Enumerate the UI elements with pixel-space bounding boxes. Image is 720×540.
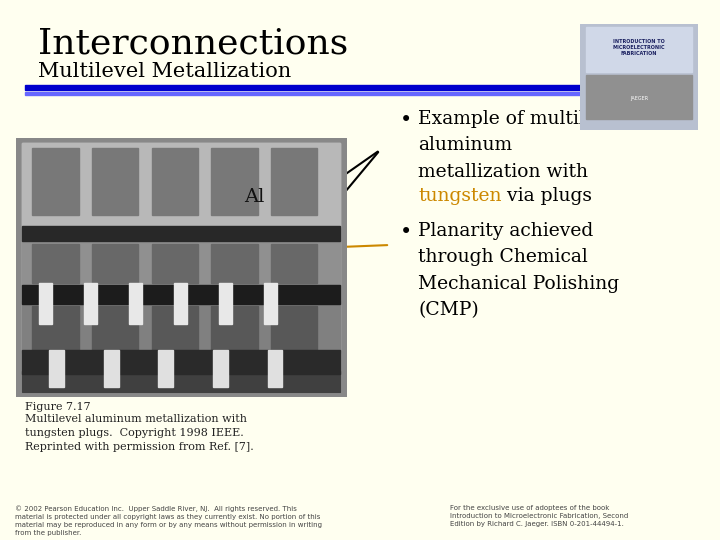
Bar [271, 306, 318, 350]
Bar [211, 306, 258, 350]
Bar [22, 350, 341, 374]
Bar [152, 244, 198, 283]
Text: •: • [400, 110, 413, 130]
Bar [585, 75, 693, 119]
Bar [32, 244, 78, 283]
Bar [174, 283, 187, 325]
Bar [219, 283, 233, 325]
Bar [152, 306, 198, 350]
Bar [211, 244, 258, 283]
Bar [129, 283, 143, 325]
Bar [84, 283, 97, 325]
Bar [271, 244, 318, 283]
Bar [268, 350, 282, 387]
Bar [264, 283, 277, 325]
Text: Multilevel Metallization: Multilevel Metallization [38, 62, 292, 81]
Text: Al: Al [244, 188, 264, 206]
Text: Planarity achieved
through Chemical
Mechanical Polishing
(CMP): Planarity achieved through Chemical Mech… [418, 222, 619, 319]
Bar [213, 350, 228, 387]
Bar [211, 148, 258, 215]
Bar [22, 371, 341, 392]
Text: © 2002 Pearson Education Inc.  Upper Saddle River, NJ.  All rights reserved. Thi: © 2002 Pearson Education Inc. Upper Sadd… [15, 505, 322, 536]
Bar [22, 286, 341, 303]
Text: tungsten: tungsten [418, 187, 502, 205]
Text: Example of multilevel
aluminum
metallization with: Example of multilevel aluminum metalliza… [418, 110, 624, 181]
Bar [39, 283, 53, 325]
Bar [92, 244, 138, 283]
Bar [585, 28, 693, 72]
Text: JAEGER: JAEGER [630, 96, 648, 100]
Bar [25, 85, 693, 90]
Text: Interconnections: Interconnections [38, 27, 348, 61]
Bar [22, 241, 341, 286]
Bar [158, 350, 174, 387]
Bar [271, 148, 318, 215]
Bar [92, 148, 138, 215]
Bar [49, 350, 64, 387]
Text: For the exclusive use of adoptees of the book
Introduction to Microelectronic Fa: For the exclusive use of adoptees of the… [450, 505, 629, 527]
Text: via plugs: via plugs [501, 187, 592, 205]
Bar [104, 350, 119, 387]
Bar [152, 148, 198, 215]
Text: Multilevel aluminum metallization with
tungsten plugs.  Copyright 1998 IEEE.
Rep: Multilevel aluminum metallization with t… [25, 414, 253, 452]
Bar [92, 306, 138, 350]
Bar [22, 226, 341, 241]
Text: Figure 7.17: Figure 7.17 [25, 402, 91, 412]
Bar [32, 306, 78, 350]
Bar [25, 92, 693, 95]
Bar [22, 143, 341, 228]
Bar [32, 148, 78, 215]
Text: INTRODUCTION TO
MICROELECTRONIC
FABRICATION: INTRODUCTION TO MICROELECTRONIC FABRICAT… [613, 39, 665, 56]
Bar [22, 301, 341, 353]
Text: •: • [400, 222, 413, 242]
